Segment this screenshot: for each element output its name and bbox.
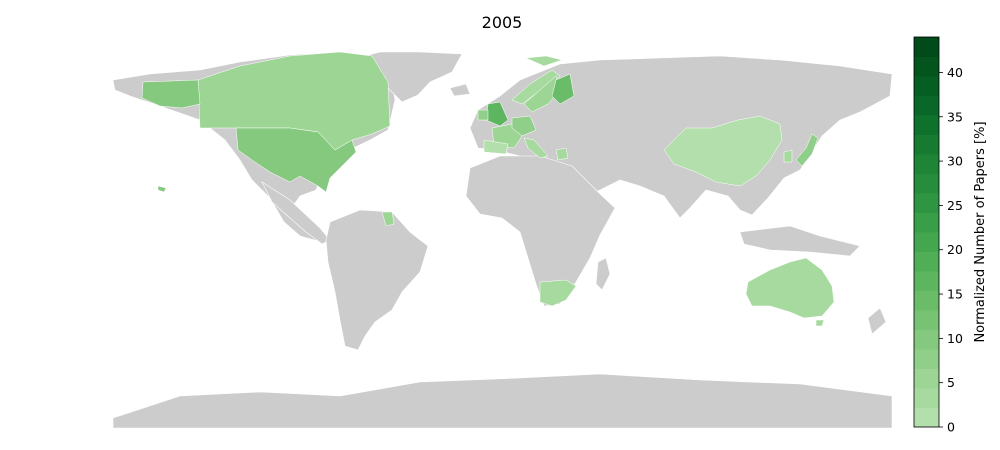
country-south-africa: [539, 279, 577, 307]
colorbar-label: Normalized Number of Papers [%]: [973, 121, 988, 342]
country-south-korea: [783, 149, 793, 163]
landmass-new-zealand: [867, 307, 887, 335]
colorbar-segment: [914, 76, 939, 96]
colorbar-ticks: 0 5 10 15 20 25 30 35 40: [939, 65, 963, 435]
country-germany: [511, 115, 537, 137]
colorbar-tick-label: 15: [947, 287, 963, 302]
colorbar-tick-label: 35: [947, 109, 963, 124]
colorbar: 0 5 10 15 20 25 30 35 40 Normalized Number of Pa…: [913, 36, 988, 435]
colorbar-segment: [914, 329, 939, 350]
colorbar-tick-label: 40: [947, 65, 963, 80]
colorbar-segment: [914, 37, 939, 57]
colorbar-segment: [914, 290, 939, 311]
colorbar-segment: [914, 271, 939, 291]
country-greece: [555, 147, 569, 161]
colorbar-segment: [914, 134, 939, 155]
country-italy: [523, 137, 549, 159]
colorbar-tick-label: 10: [947, 331, 963, 346]
colorbar-tick-label: 25: [947, 198, 963, 213]
landmass-south-america: [325, 209, 429, 351]
colorbar-segment: [914, 407, 939, 428]
countries-colored: [141, 51, 835, 327]
chart-title: 2005: [482, 13, 523, 32]
country-norway: [511, 69, 561, 105]
colorbar-segment: [914, 115, 939, 135]
country-svalbard: [525, 55, 563, 67]
country-suriname: [381, 211, 395, 227]
landmass-madagascar: [595, 257, 611, 291]
colorbar-segment: [914, 212, 939, 233]
landmass-southeast-asia-islands: [739, 225, 861, 257]
country-hawaii: [157, 185, 167, 193]
country-finland: [551, 73, 575, 105]
world-map: [112, 51, 893, 429]
colorbar-frame: [913, 36, 940, 428]
country-australia: [745, 257, 835, 319]
colorbar-segments: [914, 37, 939, 428]
colorbar-tick-label: 30: [947, 154, 963, 169]
country-spain: [483, 139, 509, 155]
colorbar-segment: [914, 251, 939, 272]
colorbar-segment: [914, 95, 939, 116]
colorbar-segment: [914, 193, 939, 213]
colorbar-segment: [914, 232, 939, 252]
country-china: [663, 115, 783, 187]
country-alaska: [141, 79, 201, 109]
country-united-states: [235, 127, 357, 193]
colorbar-tick-label: 20: [947, 242, 963, 257]
colorbar-segment: [914, 310, 939, 330]
landmass-antarctica: [112, 373, 893, 429]
landmass-iceland: [449, 83, 471, 97]
colorbar-segment: [914, 368, 939, 389]
colorbar-tick-label: 0: [947, 420, 955, 435]
country-ireland: [477, 109, 489, 121]
colorbar-segment: [914, 388, 939, 408]
colorbar-segment: [914, 154, 939, 174]
colorbar-segment: [914, 173, 939, 194]
country-japan: [795, 133, 819, 167]
colorbar-tick-label: 5: [947, 375, 955, 390]
colorbar-segment: [914, 349, 939, 369]
colorbar-segment: [914, 56, 939, 77]
country-tasmania: [815, 319, 825, 327]
